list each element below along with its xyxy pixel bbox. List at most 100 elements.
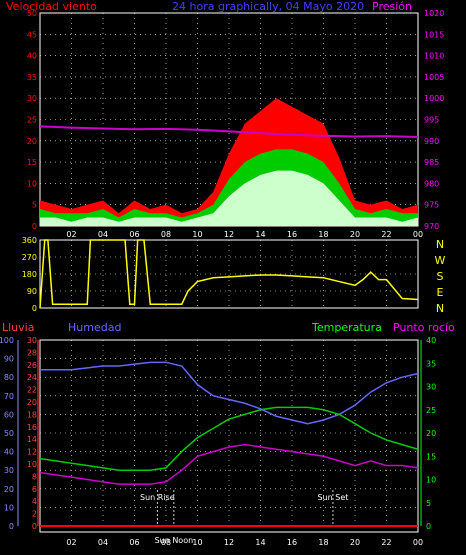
x-tick-label: 10 (192, 538, 202, 547)
temperature-tick-label: 35 (426, 359, 436, 368)
x-tick-label: 06 (129, 538, 139, 547)
pressure-tick-label: 990 (424, 137, 439, 146)
temperature-tick-label: 40 (426, 336, 436, 345)
wind-tick-label: 10 (27, 179, 37, 188)
wind-tick-label: 50 (27, 9, 37, 18)
humidity-tick-label: 0 (9, 522, 14, 531)
x-tick-label: 22 (381, 230, 391, 239)
sun-label: Sun Noon (155, 536, 194, 545)
temperature-tick-label: 5 (426, 499, 431, 508)
rain-tick-label: 6 (32, 485, 37, 494)
compass-label: W (435, 254, 446, 267)
rain-tick-label: 8 (32, 472, 37, 481)
wind-tick-label: 25 (27, 116, 37, 125)
humidity-tick-label: 20 (4, 485, 14, 494)
x-tick-label: 04 (98, 538, 108, 547)
direction-tick-label: 90 (27, 287, 37, 296)
temperature-tick-label: 15 (426, 452, 436, 461)
humidity-tick-label: 50 (4, 429, 14, 438)
sun-label: Sun Set (317, 493, 348, 502)
direction-tick-label: 180 (22, 270, 37, 279)
humidity-tick-label: 80 (4, 373, 14, 382)
pressure-tick-label: 1010 (424, 52, 444, 61)
x-tick-label: 20 (350, 230, 360, 239)
pressure-tick-label: 980 (424, 179, 439, 188)
rain-tick-label: 10 (27, 460, 37, 469)
rain-tick-label: 28 (27, 348, 37, 357)
wind-title: Velocidad viento (6, 0, 97, 13)
wind-tick-label: 45 (27, 30, 37, 39)
sun-label: Sun Rise (140, 493, 175, 502)
compass-label: N (436, 302, 444, 315)
wind-tick-label: 20 (27, 137, 37, 146)
pressure-tick-label: 975 (424, 201, 439, 210)
direction-tick-label: 0 (32, 304, 37, 313)
wind-tick-label: 5 (32, 201, 37, 210)
x-tick-label: 02 (66, 230, 76, 239)
x-tick-label: 08 (161, 230, 171, 239)
pressure-tick-label: 970 (424, 222, 439, 231)
x-tick-label: 14 (255, 230, 265, 239)
wind-avg-area (40, 170, 418, 226)
pressure-tick-label: 1020 (424, 9, 444, 18)
temperature-tick-label: 0 (426, 522, 431, 531)
direction-tick-label: 360 (22, 236, 37, 245)
humidity-tick-label: 60 (4, 410, 14, 419)
chart-date-title: 24 hora graphically, 04 Mayo 2020 (172, 0, 364, 13)
rain-tick-label: 22 (27, 386, 37, 395)
rain-tick-label: 30 (27, 336, 37, 345)
pressure-tick-label: 1005 (424, 73, 444, 82)
x-tick-label: 22 (381, 538, 391, 547)
x-tick-label: 00 (413, 538, 423, 547)
humidity-tick-label: 90 (4, 355, 14, 364)
rain-tick-label: 26 (27, 361, 37, 370)
rain-tick-label: 18 (27, 410, 37, 419)
direction-tick-label: 270 (22, 253, 37, 262)
pressure-tick-label: 985 (424, 158, 439, 167)
dewpoint-line (39, 443, 419, 485)
x-tick-label: 12 (224, 538, 234, 547)
wind-tick-label: 35 (27, 73, 37, 82)
rain-tick-label: 16 (27, 423, 37, 432)
x-tick-label: 16 (287, 538, 297, 547)
humidity-tick-label: 30 (4, 466, 14, 475)
x-tick-label: 16 (287, 230, 297, 239)
rain-tick-label: 2 (32, 510, 37, 519)
compass-label: E (437, 286, 444, 299)
pressure-line (39, 125, 419, 138)
x-tick-label: 14 (255, 538, 265, 547)
humidity-tick-label: 70 (4, 392, 14, 401)
x-tick-label: 04 (98, 230, 108, 239)
x-tick-label: 18 (318, 538, 328, 547)
temperature-tick-label: 20 (426, 429, 436, 438)
wind-direction-line (39, 239, 419, 309)
rain-tick-label: 4 (32, 497, 37, 506)
rain-tick-label: 14 (27, 435, 37, 444)
humidity-tick-label: 40 (4, 448, 14, 457)
temperature-tick-label: 10 (426, 476, 436, 485)
legend-dewpoint: Punto rocío (393, 321, 455, 334)
legend-rain: Lluvia (2, 321, 34, 334)
legend-temperature: Temperatura (311, 321, 382, 334)
x-tick-label: 06 (129, 230, 139, 239)
rain-tick-label: 0 (32, 522, 37, 531)
compass-label: S (437, 270, 444, 283)
temperature-tick-label: 25 (426, 406, 436, 415)
pressure-tick-label: 1015 (424, 30, 444, 39)
humidity-tick-label: 10 (4, 503, 14, 512)
pressure-title: Presión (372, 0, 412, 13)
rain-tick-label: 12 (27, 448, 37, 457)
legend-humidity: Humedad (68, 321, 121, 334)
x-tick-label: 08 (161, 538, 171, 547)
humidity-tick-label: 100 (0, 336, 14, 345)
x-tick-label: 20 (350, 538, 360, 547)
temperature-tick-label: 30 (426, 383, 436, 392)
rain-tick-label: 20 (27, 398, 37, 407)
x-tick-label: 10 (192, 230, 202, 239)
wind-tick-label: 40 (27, 52, 37, 61)
compass-label: N (436, 238, 444, 251)
